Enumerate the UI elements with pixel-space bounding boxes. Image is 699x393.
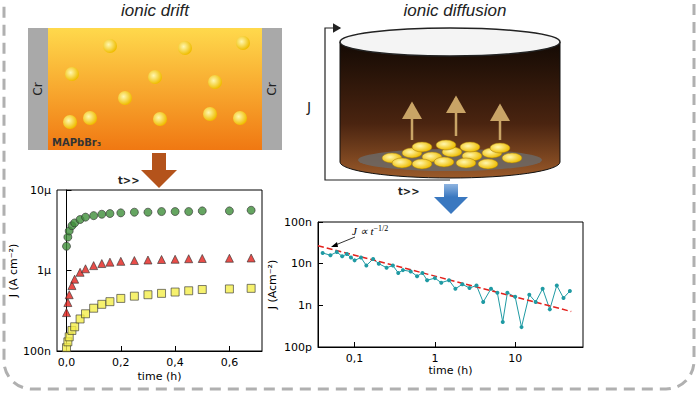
svg-text:100p: 100p <box>284 341 312 354</box>
svg-text:time (h): time (h) <box>138 370 182 383</box>
svg-text:10µ: 10µ <box>30 184 51 197</box>
svg-text:−1/2: −1/2 <box>373 224 388 233</box>
svg-text:Cr: Cr <box>265 82 279 95</box>
svg-text:t>>: t>> <box>398 186 420 197</box>
svg-text:J (Acm⁻²): J (Acm⁻²) <box>266 260 279 311</box>
svg-text:J: J <box>306 99 311 115</box>
svg-text:0,0: 0,0 <box>58 356 76 369</box>
svg-text:J ∝ t: J ∝ t <box>352 225 374 237</box>
svg-text:0,4: 0,4 <box>166 356 184 369</box>
svg-text:10n: 10n <box>291 257 312 270</box>
svg-text:ionic drift: ionic drift <box>121 1 190 20</box>
svg-text:1n: 1n <box>298 299 312 312</box>
svg-text:10: 10 <box>508 352 522 365</box>
svg-text:time (h): time (h) <box>429 364 473 377</box>
svg-text:100n: 100n <box>284 216 312 229</box>
svg-text:J (A cm⁻²): J (A cm⁻²) <box>7 244 20 298</box>
svg-text:100n: 100n <box>23 345 51 358</box>
svg-text:0,2: 0,2 <box>112 356 129 369</box>
svg-text:t>>: t>> <box>118 175 140 186</box>
svg-text:0,6: 0,6 <box>221 356 239 369</box>
svg-text:ionic diffusion: ionic diffusion <box>403 1 506 20</box>
svg-text:Cr: Cr <box>31 82 45 95</box>
svg-text:0,1: 0,1 <box>346 352 364 365</box>
svg-text:1: 1 <box>431 352 438 365</box>
svg-text:MAPbBr₃: MAPbBr₃ <box>52 137 101 148</box>
svg-text:1µ: 1µ <box>37 264 51 277</box>
